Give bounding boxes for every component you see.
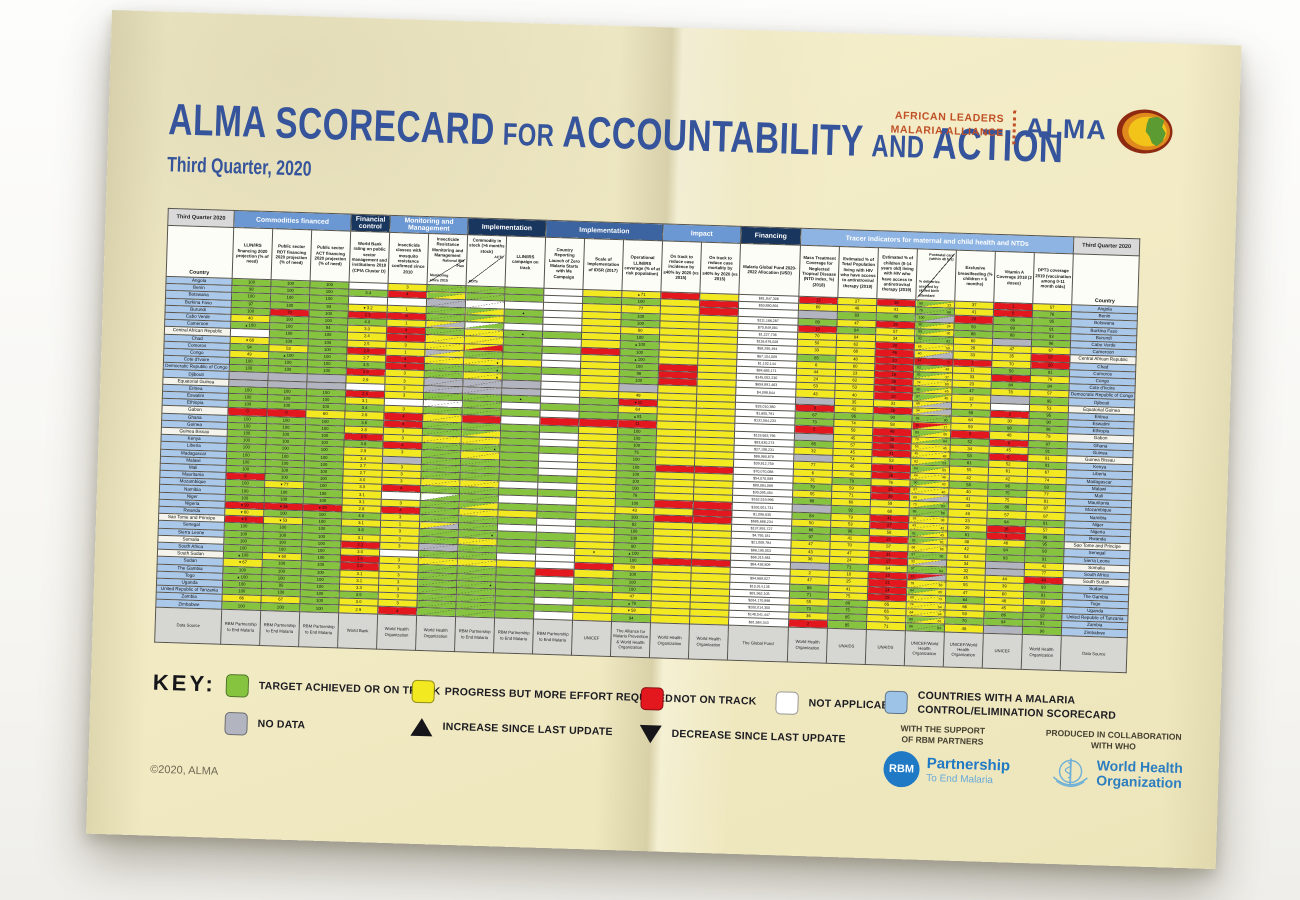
- column-header: Insecticide classes with mosquito resist…: [388, 232, 429, 285]
- key-swatch: [224, 711, 248, 736]
- column-header: Exclusive breastfeeding (% children < 6 …: [954, 250, 996, 303]
- column-header: Estimated % of children (0-14 years old)…: [876, 247, 918, 300]
- data-source: UNAIDS: [826, 627, 867, 665]
- column-header: Public sector RDT financing 2020 project…: [271, 228, 312, 281]
- group-header: Financial control: [350, 214, 391, 233]
- key-item: TARGET ACHIEVED OR ON TRACK: [225, 673, 441, 704]
- key-item-label: NOT ON TRACK: [673, 692, 757, 708]
- data-source: World Health Organization: [688, 623, 729, 660]
- column-header: Malaria Global Fund 2020-2022 Allocation…: [738, 243, 801, 297]
- title-segment: ALMA SCORECARD: [167, 95, 496, 155]
- key-item-label: COUNTRIES WITH A MALARIA CONTROL/ELIMINA…: [917, 689, 1117, 722]
- column-header: Operational LLIN/IRS coverage (% of at r…: [621, 239, 663, 292]
- key-swatch: [225, 673, 250, 698]
- column-header: LLIN/IRS financing 2020 projection (% of…: [232, 227, 273, 280]
- column-header: Mass Treatment Coverage for Neglected Tr…: [798, 245, 840, 298]
- brand-divider: [1012, 110, 1017, 145]
- cell: [416, 607, 456, 617]
- key-swatch: [884, 690, 908, 715]
- rbm-circle-icon: RBM: [882, 750, 921, 788]
- key-item-label: INCREASE SINCE LAST UPDATE: [442, 720, 613, 739]
- alma-globe-icon: [1117, 109, 1173, 154]
- copyright: ©2020, ALMA: [149, 763, 219, 778]
- column-header: Public sector ACT financing 2020 project…: [310, 229, 351, 283]
- alma-wordmark: ALMA: [1024, 112, 1108, 145]
- data-source: World Health Organization: [649, 622, 690, 659]
- data-source: UNICEF: [571, 619, 612, 657]
- key-swatch: [411, 679, 436, 704]
- data-source: The Alliance for Malaria Prevention & Wo…: [610, 621, 651, 658]
- rbm-partnership-logo: RBM Partnership To End Malaria: [882, 750, 1010, 791]
- key-item: NO DATA: [224, 711, 306, 738]
- key-item: COUNTRIES WITH A MALARIA CONTROL/ELIMINA…: [884, 689, 1163, 725]
- column-header: LLIN/IRS campaign on track: [505, 236, 546, 289]
- data-source: World Health Organization: [787, 626, 828, 663]
- period-label: Third Quarter 2020: [167, 208, 235, 228]
- column-header: On track to reduce case mortality by ≥40…: [699, 242, 741, 295]
- data-source: UNAIDS: [865, 629, 906, 666]
- data-source: RBM Partnership to End Malaria: [454, 616, 495, 653]
- key-swatch: [640, 686, 664, 711]
- period-label: Third Quarter 2020: [1073, 236, 1140, 256]
- key-item: NOT ON TRACK: [640, 686, 757, 714]
- key-label: KEY:: [152, 669, 217, 697]
- column-header: Postnatal care (within 48 hrs)% deliveri…: [915, 248, 957, 302]
- who-logo: World Health Organization: [1050, 752, 1183, 796]
- country-header: Country: [1071, 253, 1140, 307]
- scorecard-table: Third Quarter 2020 Commodities financed Fi…: [154, 207, 1141, 673]
- who-emblem-icon: [1052, 758, 1088, 788]
- key-swatch: [775, 691, 799, 715]
- scorecard-poster: ALMA SCORECARD FOR ACCOUNTABILITY AND AC…: [86, 10, 1242, 870]
- key-item-label: PROGRESS BUT MORE EFFORT REQUIRED: [444, 685, 674, 705]
- data-source: RBM Partnership to End Malaria: [298, 611, 339, 648]
- data-source: The Global Fund: [727, 624, 789, 662]
- data-source: World Health Organization: [415, 614, 456, 652]
- data-source-label: Data Source: [1060, 635, 1128, 673]
- key-legend: KEY: TARGET ACHIEVED OR ON TRACK PROGRESS…: [151, 664, 1163, 776]
- scorecard-table-wrap: Third Quarter 2020 Commodities financed Fi…: [154, 207, 1141, 673]
- key-item: PROGRESS BUT MORE EFFORT REQUIRED: [411, 679, 674, 711]
- alma-brand: AFRICAN LEADERS MALARIA ALLIANCE ALMA: [890, 101, 1175, 156]
- data-source: World Health Organization: [376, 613, 417, 650]
- data-source: UNICEF/World Health Organization: [943, 631, 984, 668]
- key-item-label: DECREASE SINCE LAST UPDATE: [671, 728, 846, 746]
- column-header: Country Reporting Launch of Zero Malaria…: [544, 237, 585, 290]
- title-segment: ACCOUNTABILITY: [561, 108, 865, 167]
- rbm-support-caption: WITH THE SUPPORT OF RBM PARTNERS: [900, 723, 986, 747]
- cell: 86 84: [905, 623, 945, 632]
- column-header: World Bank rating on public sector manag…: [349, 231, 390, 284]
- data-source: UNICEF/World Health Organization: [904, 630, 945, 667]
- column-header: Commodity in stock (>6 months stock) ACTs…: [466, 234, 507, 287]
- alma-org-name: AFRICAN LEADERS MALARIA ALLIANCE: [890, 110, 1005, 140]
- column-header: Vitamin A Coverage 2018 (2 doses): [993, 251, 1035, 304]
- column-header: On track to reduce case incidence by ≥40…: [660, 240, 702, 294]
- data-source: RBM Partnership to End Malaria: [493, 617, 534, 654]
- triangle-up-icon: [410, 717, 433, 737]
- group-header: Financing: [740, 226, 802, 246]
- column-header: DPT3 coverage 2019 (vaccination among 0-…: [1032, 252, 1074, 305]
- cell: [455, 609, 495, 618]
- title-segment: FOR: [502, 116, 555, 154]
- data-source: UNICEF: [982, 632, 1023, 670]
- country-header: Country: [166, 225, 234, 279]
- data-source: RBM Partnership to End Malaria: [220, 608, 261, 646]
- key-item: DECREASE SINCE LAST UPDATE: [639, 724, 846, 749]
- key-item-label: NO DATA: [257, 717, 306, 732]
- key-item: INCREASE SINCE LAST UPDATE: [410, 717, 613, 742]
- data-source: RBM Partnership to End Malaria: [532, 618, 573, 655]
- data-source: RBM Partnership to End Malaria: [259, 610, 300, 647]
- data-source: World Bank: [337, 612, 378, 649]
- column-header: Estimated % of Total Population living w…: [837, 246, 879, 299]
- data-source: World Health Organization: [1021, 634, 1062, 671]
- column-header: Scale of Implementation of IDSR (2017): [583, 238, 624, 291]
- triangle-down-icon: [639, 724, 662, 744]
- column-header: Insecticide Resistance Monitoring and Ma…: [427, 233, 468, 286]
- data-source-label: Data Source: [154, 606, 222, 644]
